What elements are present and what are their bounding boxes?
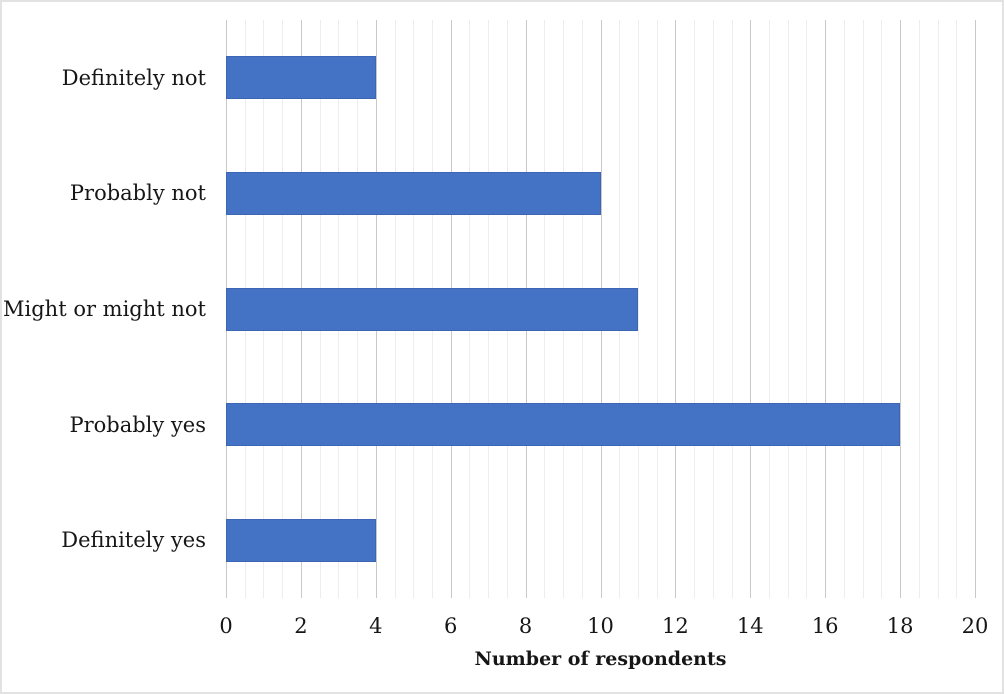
minor-gridline	[956, 20, 958, 598]
major-gridline	[675, 20, 677, 598]
x-tick-label: 8	[518, 614, 533, 638]
minor-gridline	[694, 20, 696, 598]
minor-gridline	[937, 20, 939, 598]
x-tick-label: 2	[294, 614, 308, 638]
plot-area	[226, 20, 976, 598]
x-tick-label: 18	[886, 614, 914, 638]
minor-gridline	[731, 20, 733, 598]
minor-gridline	[656, 20, 658, 598]
minor-gridline	[918, 20, 920, 598]
minor-gridline	[769, 20, 771, 598]
minor-gridline	[862, 20, 864, 598]
x-tick-label: 20	[961, 614, 989, 638]
x-tick-label: 6	[444, 614, 458, 638]
category-label: Definitely yes	[61, 528, 206, 553]
x-axis-title: Number of respondents	[474, 648, 727, 670]
major-gridline	[750, 20, 752, 598]
bar-probably-yes	[226, 403, 901, 447]
x-tick-label: 4	[369, 614, 383, 638]
x-tick-label: 12	[662, 614, 689, 638]
x-tick-label: 14	[736, 614, 764, 638]
category-label: Probably not	[69, 181, 206, 206]
category-label: Might or might not	[3, 297, 206, 321]
x-tick-label: 0	[219, 614, 233, 638]
category-label: Probably yes	[69, 412, 206, 437]
x-tick-label: 16	[811, 614, 839, 638]
minor-gridline	[806, 20, 808, 598]
minor-gridline	[843, 20, 845, 598]
minor-gridline	[712, 20, 714, 598]
bar-probably-not	[226, 171, 601, 215]
minor-gridline	[787, 20, 789, 598]
minor-gridline	[637, 20, 639, 598]
major-gridline	[975, 20, 976, 598]
bar-definitely-yes	[226, 518, 376, 562]
major-gridline	[825, 20, 827, 598]
minor-gridline	[881, 20, 883, 598]
x-tick-label: 10	[587, 614, 614, 638]
major-gridline	[900, 20, 902, 598]
category-label: Definitely not	[61, 65, 206, 90]
bar-definitely-not	[226, 56, 376, 100]
bar-might-or-might-not	[226, 287, 638, 331]
